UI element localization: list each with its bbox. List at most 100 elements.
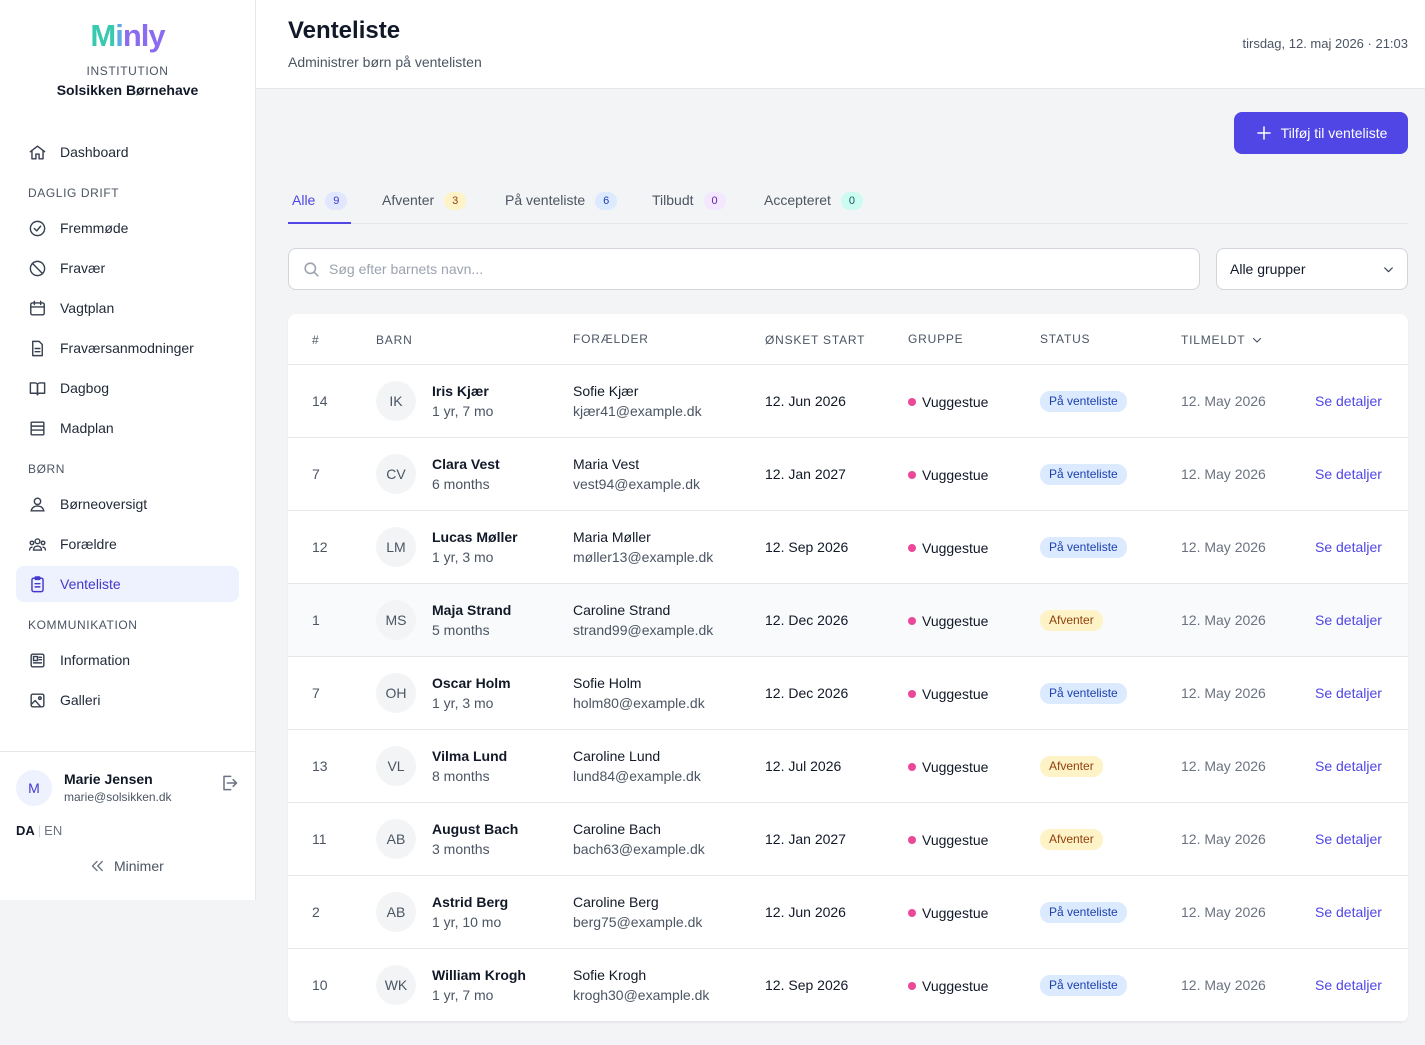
avatar[interactable]: M [16,770,52,806]
desired-start: 12. Dec 2026 [765,685,849,701]
sidebar-item-vagtplan[interactable]: Vagtplan [16,290,239,326]
add-to-waitlist-button[interactable]: Tilføj til venteliste [1234,112,1408,154]
child-age: 1 yr, 7 mo [432,403,494,419]
parent-name: Sofie Kjær [573,383,639,399]
see-details-link[interactable]: Se detaljer [1315,758,1382,774]
child-name: William Krogh [432,967,526,983]
desired-start: 12. Sep 2026 [765,977,849,993]
sidebar-item-fravaersanmodninger[interactable]: Fraværsanmodninger [16,330,239,366]
sidebar-item-madplan[interactable]: Madplan [16,410,239,446]
child-name: Iris Kjær [432,383,489,399]
status-badge: Afventer [1040,756,1103,777]
lang-separator: | [37,823,42,838]
tab-label: Afventer [382,192,435,208]
see-details-link[interactable]: Se detaljer [1315,977,1382,993]
sidebar-item-information[interactable]: Information [16,642,239,678]
sidebar-item-venteliste[interactable]: Venteliste [16,566,239,602]
group-filter-value: Alle grupper [1230,261,1306,277]
tab-label: Alle [292,192,316,208]
status-badge: På venteliste [1040,391,1127,412]
desired-start: 12. Jan 2027 [765,831,846,847]
row-number: 11 [312,831,327,847]
home-icon [29,144,46,160]
group-color-dot [908,690,916,698]
app-logo[interactable]: Minly [90,18,165,53]
child-avatar: OH [376,673,416,713]
lang-en[interactable]: EN [44,823,63,838]
child-name: Astrid Berg [432,894,509,910]
child-avatar: IK [376,381,416,421]
search-box [288,248,1200,290]
sidebar-item-foraeldre[interactable]: Forældre [16,526,239,562]
tab-alle[interactable]: Alle 9 [288,185,352,224]
desired-start: 12. Jun 2026 [765,393,846,409]
see-details-link[interactable]: Se detaljer [1315,612,1382,628]
tab-tilbudt[interactable]: Tilbudt 0 [652,185,726,224]
status-badge: På venteliste [1040,902,1127,923]
sidebar-item-dashboard[interactable]: Dashboard [16,134,239,170]
group-color-dot [908,471,916,479]
see-details-link[interactable]: Se detaljer [1315,466,1382,482]
desired-start: 12. Jun 2026 [765,904,846,920]
column-header-status: STATUS [1040,332,1091,346]
waitlist-table: # BARN FORÆLDER ØNSKET START GRUPPE STAT… [288,314,1408,1022]
enrolled-date: 12. May 2026 [1181,904,1266,920]
table-row[interactable]: 2 AB Astrid Berg 1 yr, 10 mo Caroline Berg be… [288,876,1408,949]
minimize-label: Minimer [114,858,164,874]
child-avatar: LM [376,527,416,567]
tab-label: Tilbudt [652,192,694,208]
ban-icon [29,260,46,276]
tab-afventer[interactable]: Afventer 3 [382,185,467,224]
group-color-dot [908,982,916,990]
row-number: 7 [312,685,320,701]
minimize-button[interactable]: Minimer [88,857,164,875]
table-row[interactable]: 7 CV Clara Vest 6 months Maria Vest vest94@ex… [288,438,1408,511]
chevron-down-icon [1384,267,1393,273]
sidebar-item-galleri[interactable]: Galleri [16,682,239,718]
page-subtitle: Administrer børn på ventelisten [288,54,482,70]
group-color-dot [908,763,916,771]
sidebar-item-dagbog[interactable]: Dagbog [16,370,239,406]
group-filter-select[interactable]: Alle grupper [1216,248,1408,290]
logout-icon[interactable] [219,773,239,793]
sort-desc-icon [1253,337,1262,343]
table-row[interactable]: 10 WK William Krogh 1 yr, 7 mo Sofie Krogh kr… [288,949,1408,1022]
column-header-enrolled[interactable]: TILMELDT [1181,333,1263,347]
table-row[interactable]: 14 IK Iris Kjær 1 yr, 7 mo Sofie Kjær kjær41@… [288,365,1408,438]
sidebar-item-borneoversigt[interactable]: Børneoversigt [16,486,239,522]
parent-name: Caroline Strand [573,602,671,618]
sidebar-item-label: Forældre [60,536,117,552]
see-details-link[interactable]: Se detaljer [1315,904,1382,920]
search-input[interactable] [329,249,1189,289]
parent-name: Sofie Holm [573,675,642,691]
sidebar-item-fravaer[interactable]: Fravær [16,250,239,286]
newspaper-icon [30,652,45,668]
lang-da[interactable]: DA [16,823,35,838]
clipboard-icon [31,575,44,592]
tab-accepteret[interactable]: Accepteret 0 [764,185,863,224]
table-row[interactable]: 13 VL Vilma Lund 8 months Caroline Lund lund8… [288,730,1408,803]
row-number: 12 [312,539,328,555]
table-row[interactable]: 12 LM Lucas Møller 1 yr, 3 mo Maria Møller mø… [288,511,1408,584]
group-color-dot [908,909,916,917]
see-details-link[interactable]: Se detaljer [1315,685,1382,701]
enrolled-date: 12. May 2026 [1181,977,1266,993]
see-details-link[interactable]: Se detaljer [1315,393,1382,409]
sidebar-item-label: Fremmøde [60,220,129,236]
user-profile: M Marie Jensen marie@solsikken.dk DA | EN … [0,751,255,900]
tab-paa-venteliste[interactable]: På venteliste 6 [505,185,618,224]
table-row[interactable]: 1 MS Maja Strand 5 months Caroline Strand str… [288,584,1408,657]
see-details-link[interactable]: Se detaljer [1315,539,1382,555]
group-color-dot [908,617,916,625]
check-circle-icon [29,220,46,236]
nav-section-title: BØRN [28,462,66,476]
user-name: Marie Jensen [64,771,153,787]
tab-count: 0 [840,192,863,210]
status-tabs: Alle 9 Afventer 3 På venteliste 6 Tilbud… [288,185,1408,224]
column-header-parent: FORÆLDER [573,332,649,346]
table-row[interactable]: 11 AB August Bach 3 months Caroline Bach bach… [288,803,1408,876]
table-row[interactable]: 7 OH Oscar Holm 1 yr, 3 mo Sofie Holm holm80@… [288,657,1408,730]
table-header: # BARN FORÆLDER ØNSKET START GRUPPE STAT… [288,314,1408,365]
see-details-link[interactable]: Se detaljer [1315,831,1382,847]
sidebar-item-fremmode[interactable]: Fremmøde [16,210,239,246]
